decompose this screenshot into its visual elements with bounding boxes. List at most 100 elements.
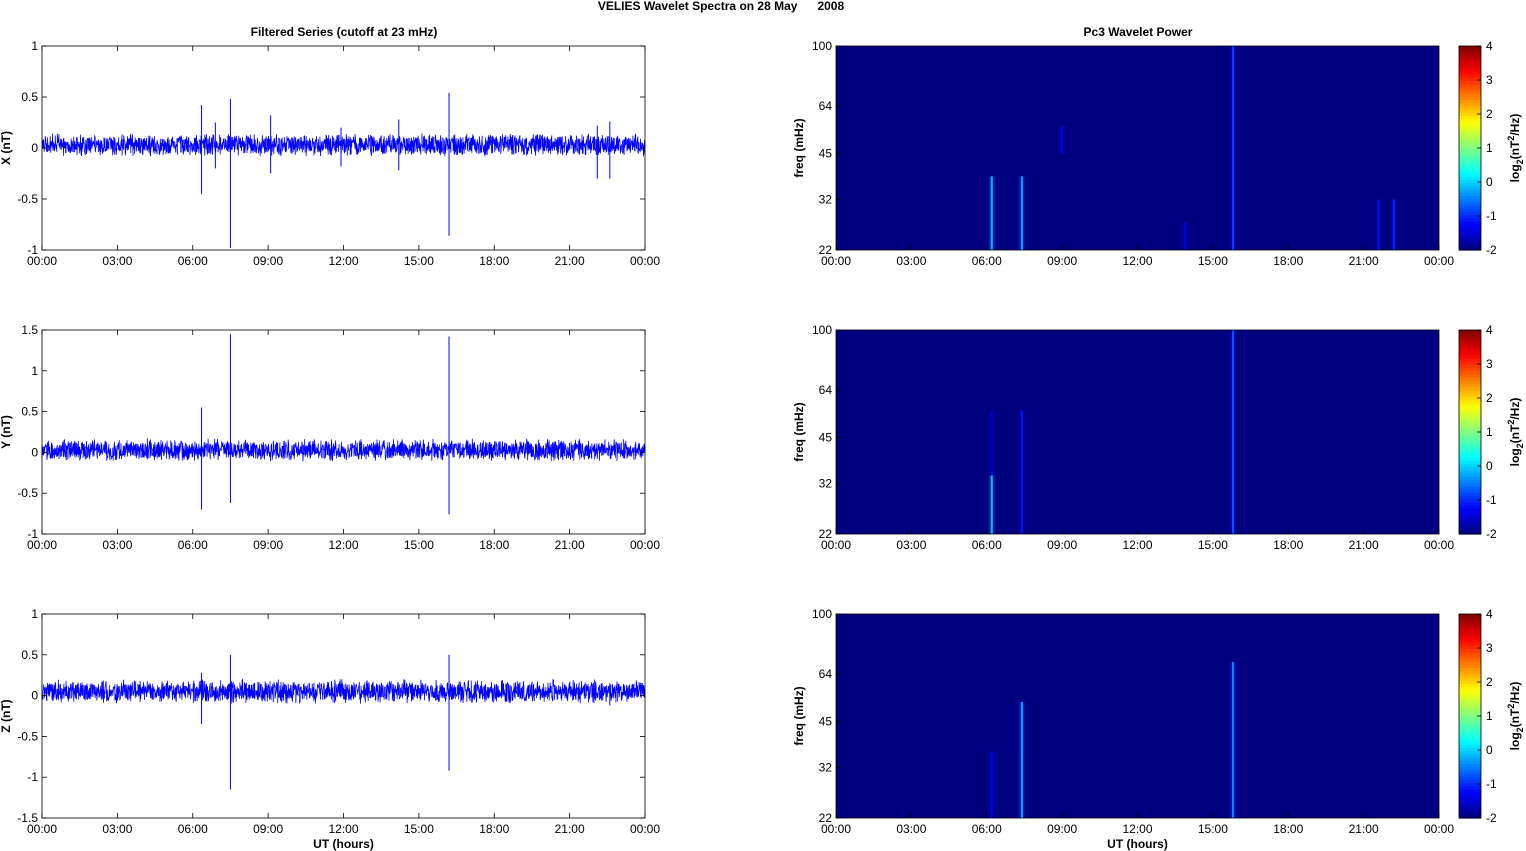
colorbar-segment <box>1459 176 1481 181</box>
colorbar-segment <box>1459 451 1481 455</box>
colorbar-segment <box>1459 802 1481 806</box>
colorbar-segment <box>1459 199 1481 203</box>
y-tick-label: 32 <box>819 477 833 491</box>
colorbar-segment <box>1459 71 1481 76</box>
colorbar-segment <box>1459 693 1481 698</box>
colorbar-tick-label: 4 <box>1486 607 1493 621</box>
x-tick-label: 00:00 <box>821 254 851 268</box>
colorbar-segment <box>1459 511 1481 516</box>
x-tick-label: 06:00 <box>972 254 1002 268</box>
colorbar-segment <box>1459 419 1481 424</box>
colorbar-segment <box>1459 138 1481 143</box>
heatmap-background <box>836 46 1439 250</box>
colorbar-segment <box>1459 486 1481 490</box>
colorbar-segment <box>1459 189 1481 194</box>
y-tick-label: 64 <box>819 383 833 397</box>
y-tick-label: -1 <box>27 243 38 257</box>
colorbar-label: log2(nT2/Hz) <box>1506 114 1525 183</box>
series-line <box>41 438 646 462</box>
colorbar-segment <box>1459 387 1481 392</box>
x-tick-label: 06:00 <box>178 254 208 268</box>
colorbar-tick-label: 3 <box>1486 641 1493 655</box>
heatmap-feature-halo <box>1229 46 1236 250</box>
y-tick-label: 0 <box>31 141 38 155</box>
colorbar-segment <box>1459 52 1481 57</box>
colorbar-segment <box>1459 690 1481 695</box>
colorbar-segment <box>1459 492 1481 497</box>
colorbar-segment <box>1459 422 1481 427</box>
x-tick-label: 15:00 <box>1198 254 1228 268</box>
colorbar-segment <box>1459 381 1481 385</box>
heatmap-feature-halo <box>1229 662 1236 818</box>
colorbar-segment <box>1459 633 1481 637</box>
y-tick-label: -0.5 <box>17 486 38 500</box>
colorbar-segment <box>1459 224 1481 229</box>
colorbar-segment <box>1459 218 1481 222</box>
y-axis-label: X (nT) <box>0 131 13 165</box>
colorbar-tick-label: -1 <box>1486 777 1497 791</box>
x-tick-label: 15:00 <box>1198 538 1228 552</box>
colorbar-segment <box>1459 770 1481 774</box>
heatmap-feature-halo <box>1059 126 1066 154</box>
colorbar-segment <box>1459 237 1481 242</box>
colorbar-segment <box>1459 629 1481 634</box>
heatmap-feature <box>1020 176 1023 250</box>
colorbar-segment <box>1459 148 1481 152</box>
y-tick-label: 100 <box>812 607 832 621</box>
y-tick-label: 0.5 <box>21 405 38 419</box>
colorbar-label-part: /Hz) <box>1508 682 1522 704</box>
colorbar-segment <box>1459 687 1481 692</box>
heatmap-feature <box>1231 46 1234 250</box>
colorbar-segment <box>1459 703 1481 708</box>
heatmap-feature <box>1061 126 1064 154</box>
left-column-title: Filtered Series (cutoff at 23 mHz) <box>251 25 438 39</box>
colorbar-tick-label: 1 <box>1486 709 1493 723</box>
colorbar-segment <box>1459 355 1481 360</box>
x-tick-label: 03:00 <box>102 538 132 552</box>
colorbar-segment <box>1459 246 1481 251</box>
x-tick-label: 03:00 <box>896 538 926 552</box>
colorbar-segment <box>1459 425 1481 430</box>
colorbar-segment <box>1459 652 1481 657</box>
x-tick-label: 09:00 <box>253 822 283 836</box>
x-tick-label: 12:00 <box>1122 254 1152 268</box>
colorbar-segment <box>1459 240 1481 245</box>
colorbar-segment <box>1459 623 1481 628</box>
series-line <box>41 133 646 157</box>
y-tick-label: -1 <box>27 770 38 784</box>
heatmap-feature-halo <box>988 475 995 534</box>
y-tick-label: -0.5 <box>17 729 38 743</box>
colorbar-segment <box>1459 514 1481 519</box>
x-tick-label: 18:00 <box>1273 254 1303 268</box>
x-tick-label: 00:00 <box>27 538 57 552</box>
colorbar-segment <box>1459 349 1481 353</box>
y-tick-label: 22 <box>819 527 833 541</box>
colorbar-segment <box>1459 87 1481 92</box>
y-tick-label: -0.5 <box>17 192 38 206</box>
colorbar-segment <box>1459 696 1481 701</box>
colorbar-segment <box>1459 447 1481 452</box>
colorbar-segment <box>1459 390 1481 395</box>
colorbar-segment <box>1459 179 1481 184</box>
colorbar-segment <box>1459 333 1481 337</box>
colorbar-tick-label: 0 <box>1486 459 1493 473</box>
colorbar-segment <box>1459 757 1481 762</box>
x-tick-label: 15:00 <box>404 822 434 836</box>
colorbar-segment <box>1459 521 1481 526</box>
colorbar-label: log2(nT2/Hz) <box>1506 682 1525 751</box>
colorbar-segment <box>1459 106 1481 111</box>
colorbar-segment <box>1459 234 1481 238</box>
colorbar-segment <box>1459 614 1481 618</box>
colorbar-segment <box>1459 795 1481 800</box>
colorbar-segment <box>1459 361 1481 366</box>
colorbar-segment <box>1459 655 1481 660</box>
x-tick-label: 18:00 <box>479 538 509 552</box>
y-axis-label: freq (mHz) <box>792 686 806 745</box>
x-tick-label: 06:00 <box>178 538 208 552</box>
colorbar-segment <box>1459 438 1481 443</box>
x-tick-label: 09:00 <box>1047 822 1077 836</box>
colorbar-segment <box>1459 428 1481 433</box>
colorbar-segment <box>1459 103 1481 108</box>
